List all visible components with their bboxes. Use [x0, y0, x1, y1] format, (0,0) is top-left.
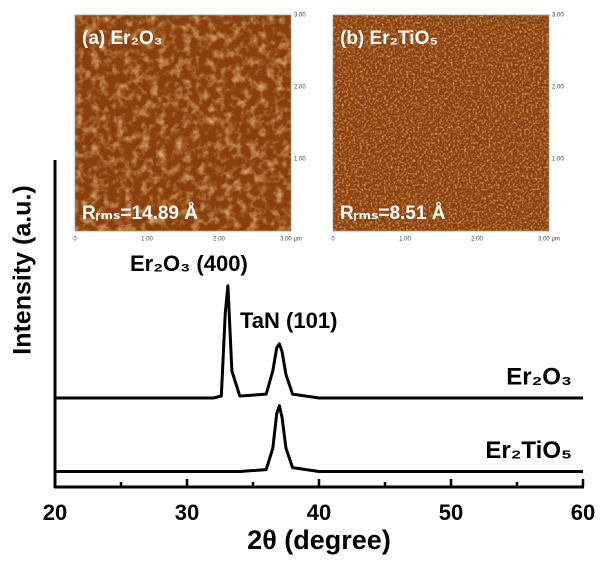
x-tick-label: 50: [439, 500, 463, 525]
inset-x-tick-label: 3.00 µm: [280, 237, 302, 243]
y-axis-label: Intensity (a.u.): [9, 185, 37, 354]
x-tick-label: 20: [43, 500, 67, 525]
inset-label: (a) Er₂O₃: [82, 28, 163, 49]
inset-x-tick-label: 1.00: [399, 237, 411, 243]
series-label: Er₂O₃: [506, 363, 572, 390]
series-line: [55, 284, 583, 400]
inset-texture: [75, 15, 291, 231]
annotation: Er₂O₃ (400): [130, 251, 248, 276]
series-line: [55, 404, 583, 474]
inset-roughness: Rᵣₘₛ=8.51 Å: [340, 203, 446, 224]
inset-x-tick-label: 2.00: [471, 237, 483, 243]
series-label: Er₂TiO₅: [485, 437, 572, 464]
x-tick-label: 60: [571, 500, 595, 525]
x-tick-label: 30: [175, 500, 199, 525]
x-axis-label: 2θ (degree): [247, 525, 391, 555]
inset-x-tick-label: 1.00: [141, 237, 153, 243]
inset-frame: [74, 14, 292, 232]
inset-y-tick-label: 3.00: [552, 13, 564, 19]
x-tick-label: 40: [307, 500, 331, 525]
inset-x-tick-label: 2.00: [213, 237, 225, 243]
inset-roughness: Rᵣₘₛ=14.89 Å: [82, 203, 198, 224]
inset-y-tick-label: 1.00: [294, 157, 306, 163]
inset-x-tick-label: 3.00 µm: [538, 237, 560, 243]
inset-texture: [333, 15, 549, 231]
inset-y-tick-label: 2.00: [294, 85, 306, 91]
inset-y-tick-label: 2.00: [552, 85, 564, 91]
annotation: TaN (101): [240, 308, 337, 333]
inset-y-tick-label: 1.00: [552, 157, 564, 163]
inset-label: (b) Er₂TiO₅: [340, 28, 438, 49]
inset-x-tick-label: 0: [73, 237, 77, 243]
inset-y-tick-label: 3.00: [294, 13, 306, 19]
inset-frame: [332, 14, 550, 232]
inset-x-tick-label: 0: [331, 237, 335, 243]
